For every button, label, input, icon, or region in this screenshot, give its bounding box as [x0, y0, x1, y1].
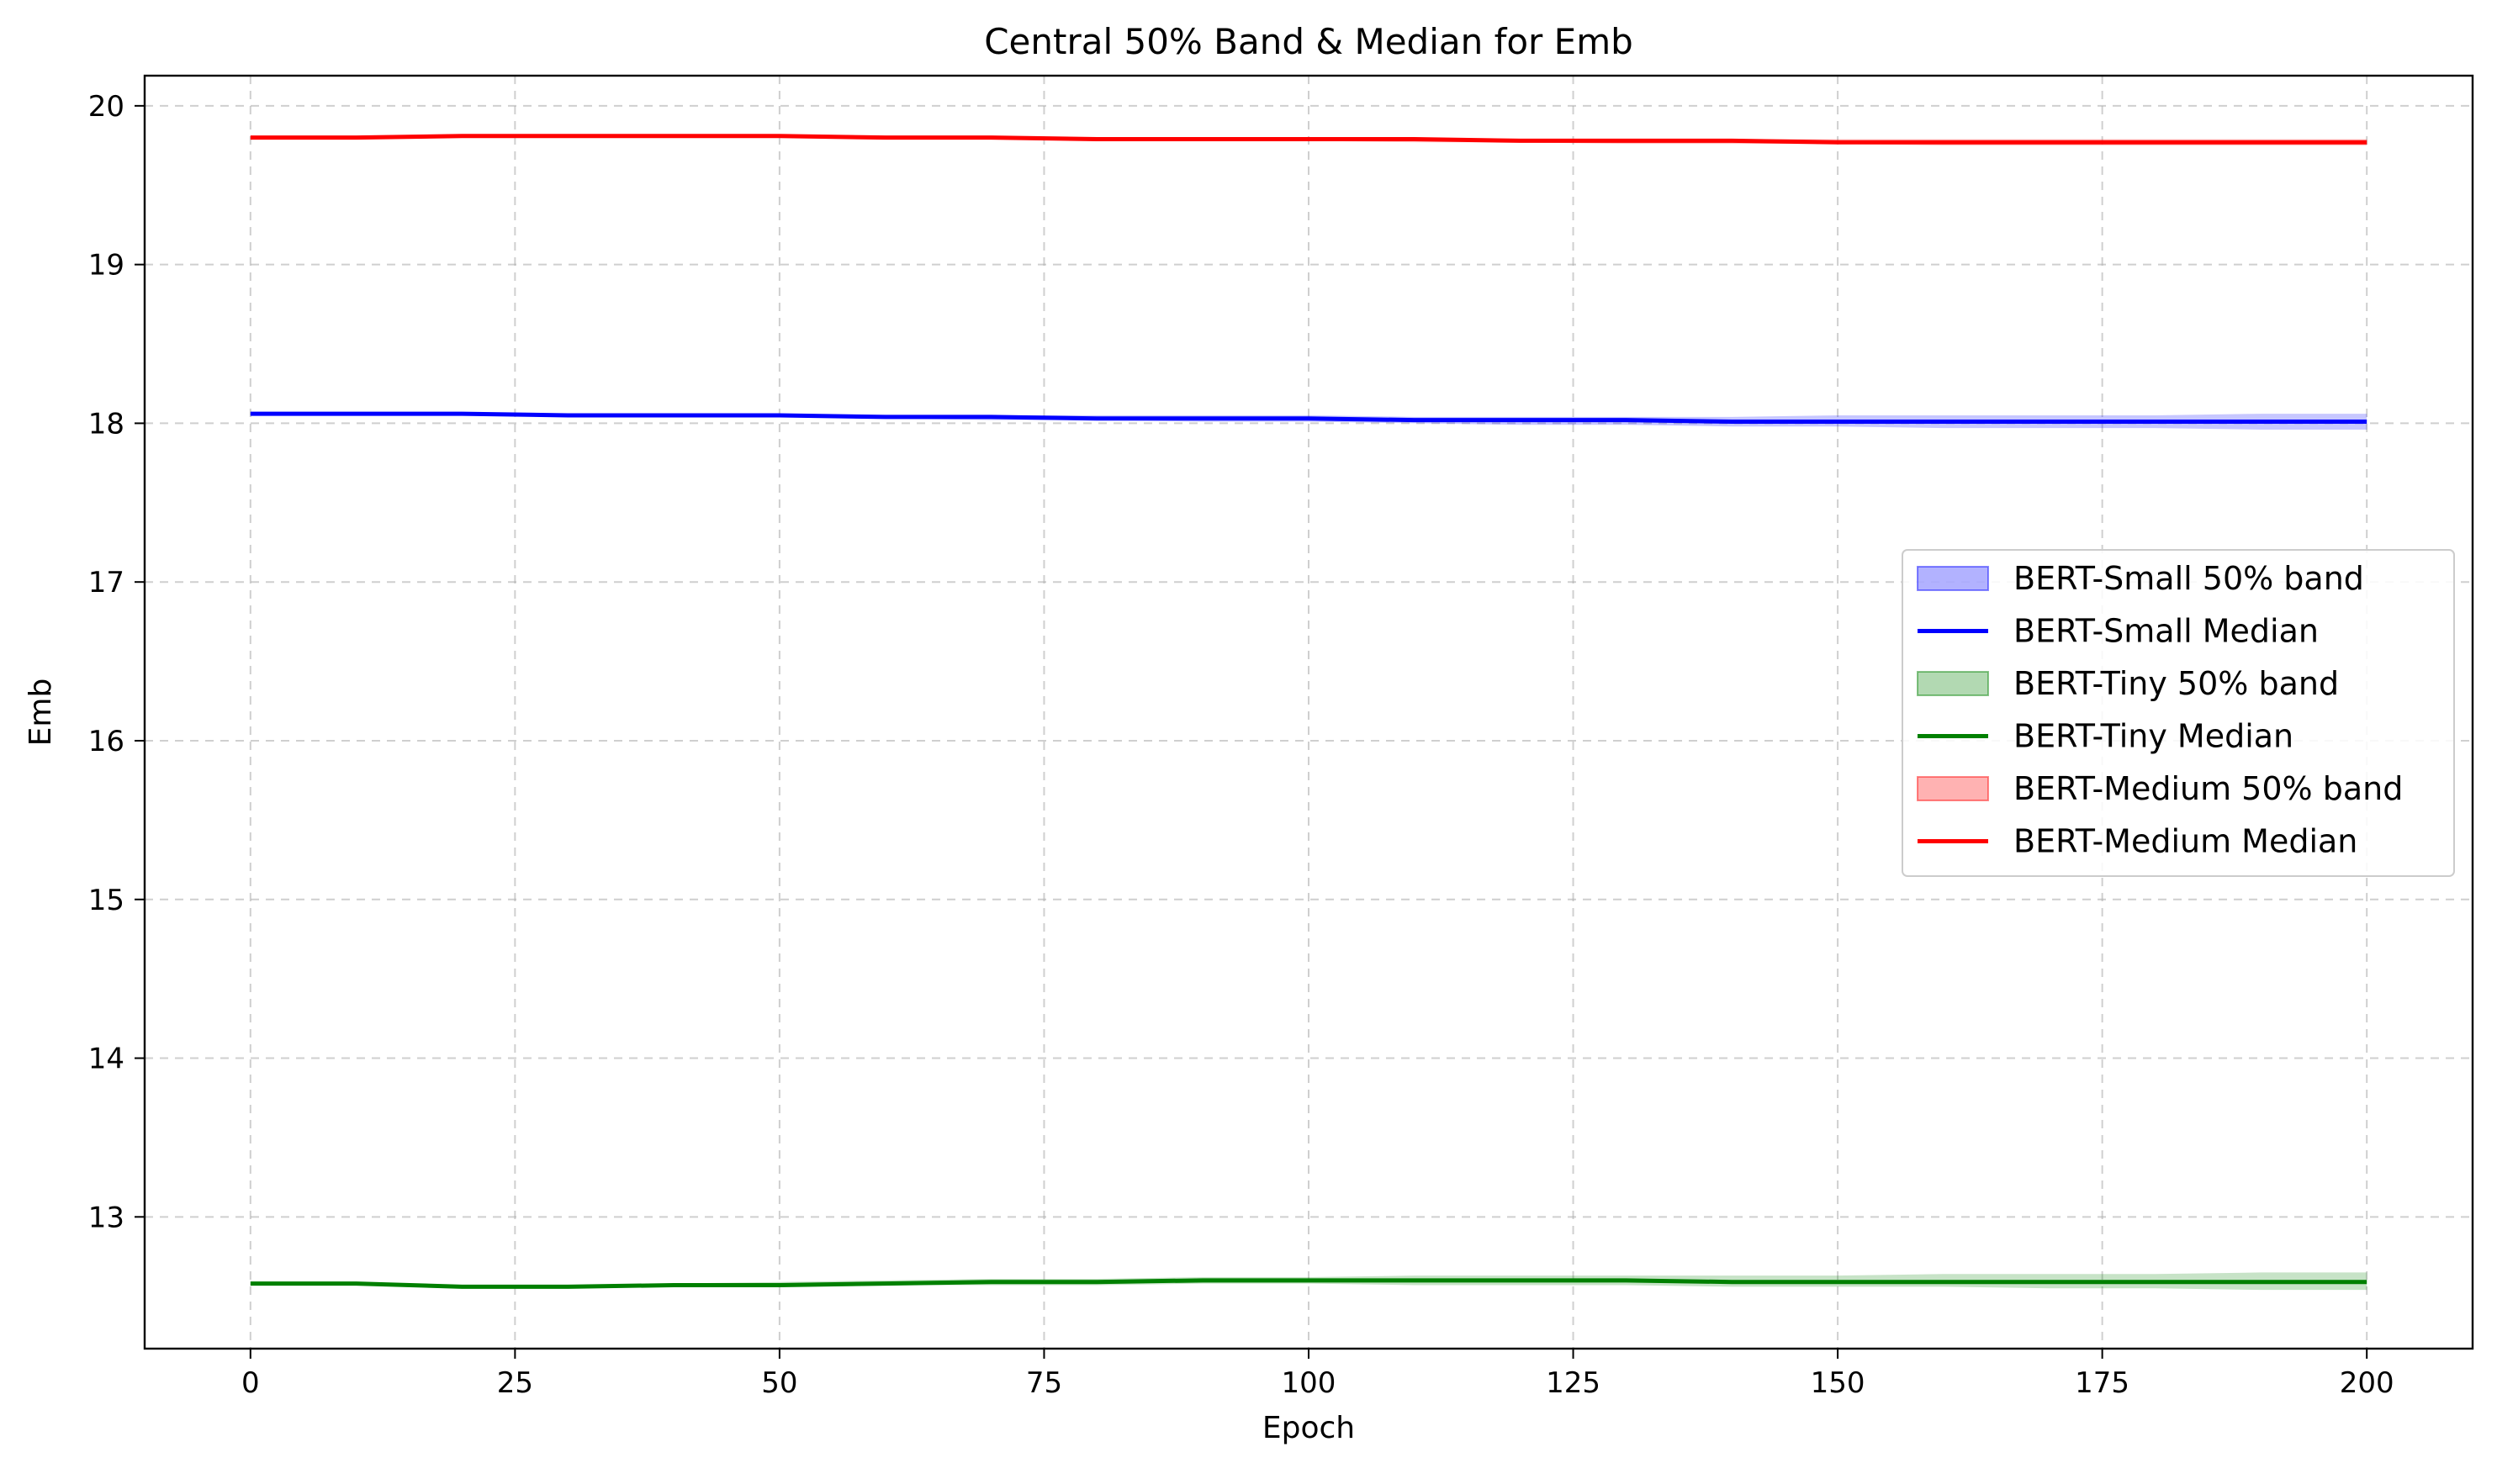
- legend-label: BERT-Tiny Median: [2013, 718, 2293, 755]
- y-tick-label: 20: [88, 90, 124, 124]
- legend-swatch-band: [1917, 776, 1989, 801]
- x-tick-label: 0: [241, 1366, 260, 1400]
- y-axis-label: Emb: [24, 679, 58, 747]
- x-tick-label: 150: [1811, 1366, 1865, 1400]
- chart-title: Central 50% Band & Median for Emb: [984, 21, 1633, 62]
- bert-small-median-line: [250, 411, 2367, 425]
- y-tick-label: 13: [88, 1201, 124, 1234]
- legend-swatch-band: [1917, 671, 1989, 696]
- x-tick-label: 175: [2075, 1366, 2129, 1400]
- x-axis-label: Epoch: [1262, 1411, 1355, 1445]
- y-tick-label: 15: [88, 884, 124, 917]
- legend-label: BERT-Tiny 50% band: [2013, 665, 2339, 702]
- x-tick-label: 200: [2340, 1366, 2394, 1400]
- legend: BERT-Small 50% band BERT-Small Median BERT…: [1902, 549, 2455, 877]
- legend-label: BERT-Medium Median: [2013, 823, 2357, 860]
- x-tick-label: 75: [1026, 1366, 1062, 1400]
- tick-layer: 0 25 50 75 100 125 150 175 200 13 14 15 16 17 18 19 20: [88, 90, 2394, 1400]
- legend-label: BERT-Medium 50% band: [2013, 770, 2403, 807]
- y-tick-label: 19: [88, 249, 124, 283]
- x-tick-label: 50: [761, 1366, 797, 1400]
- y-tick-label: 14: [88, 1043, 124, 1076]
- legend-label: BERT-Small Median: [2013, 613, 2319, 650]
- line-layer: [250, 134, 2367, 1289]
- bert-medium-median-line: [250, 134, 2367, 145]
- x-tick-label: 125: [1546, 1366, 1600, 1400]
- bert-tiny-median-line: [250, 1278, 2367, 1289]
- legend-swatch-band: [1917, 566, 1989, 591]
- x-tick-label: 25: [497, 1366, 533, 1400]
- y-tick-label: 16: [88, 725, 124, 758]
- legend-frame: [1902, 549, 2455, 877]
- legend-label: BERT-Small 50% band: [2013, 560, 2364, 597]
- x-tick-label: 100: [1282, 1366, 1336, 1400]
- y-tick-label: 18: [88, 407, 124, 441]
- y-tick-label: 17: [88, 566, 124, 599]
